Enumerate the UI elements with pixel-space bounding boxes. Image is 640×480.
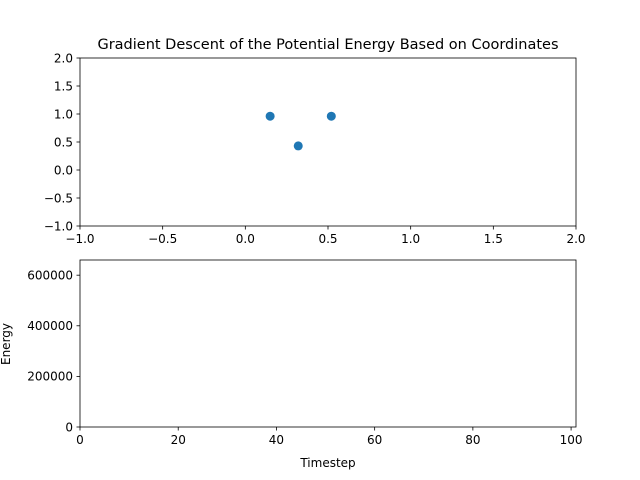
x-tick-label: 0.5 bbox=[318, 232, 337, 246]
y-tick-label: 1.5 bbox=[54, 79, 73, 93]
scatter-point bbox=[265, 111, 275, 121]
x-tick-label: −1.0 bbox=[65, 232, 94, 246]
x-tick-label: 0 bbox=[76, 433, 84, 447]
scatter-y-axis: −1.0 −0.5 0.0 0.5 1.0 1.5 2.0 bbox=[44, 51, 80, 233]
y-tick-label: −1.0 bbox=[44, 219, 73, 233]
y-tick-label: 400000 bbox=[27, 319, 73, 333]
x-tick-label: 60 bbox=[367, 433, 382, 447]
y-tick-label: 200000 bbox=[27, 370, 73, 384]
scatter-x-axis: −1.0 −0.5 0.0 0.5 1.0 1.5 2.0 bbox=[65, 226, 586, 246]
y-tick-label: 0 bbox=[65, 420, 73, 434]
x-tick-label: 1.5 bbox=[484, 232, 503, 246]
y-tick-label: 600000 bbox=[27, 268, 73, 282]
y-tick-label: −0.5 bbox=[44, 191, 73, 205]
x-tick-label: 80 bbox=[465, 433, 480, 447]
scatter-point bbox=[326, 111, 336, 121]
energy-plot-frame bbox=[79, 259, 577, 428]
scatter-plot-frame bbox=[79, 57, 577, 227]
x-tick-label: 100 bbox=[560, 433, 583, 447]
y-tick-label: 0.5 bbox=[54, 135, 73, 149]
x-tick-label: 1.0 bbox=[401, 232, 420, 246]
x-tick-label: −0.5 bbox=[148, 232, 177, 246]
energy-x-axis: 0 20 40 60 80 100 bbox=[76, 427, 583, 447]
x-tick-label: 0.0 bbox=[236, 232, 255, 246]
y-tick-label: 0.0 bbox=[54, 163, 73, 177]
scatter-point bbox=[293, 141, 303, 151]
x-tick-label: 20 bbox=[171, 433, 186, 447]
x-tick-label: 2.0 bbox=[566, 232, 585, 246]
y-axis-label: Energy bbox=[0, 323, 13, 365]
scatter-axes: Gradient Descent of the Potential Energy… bbox=[44, 37, 586, 246]
energy-y-axis: 0 200000 400000 600000 bbox=[27, 268, 80, 434]
scatter-points bbox=[265, 111, 336, 151]
x-tick-label: 40 bbox=[269, 433, 284, 447]
y-tick-label: 1.0 bbox=[54, 107, 73, 121]
energy-axes: 0 20 40 60 80 100 0 200000 400000 600000 Timeste… bbox=[0, 259, 583, 470]
chart-title: Gradient Descent of the Potential Energy… bbox=[97, 37, 558, 53]
y-tick-label: 2.0 bbox=[54, 51, 73, 65]
x-axis-label: Timestep bbox=[299, 456, 355, 470]
